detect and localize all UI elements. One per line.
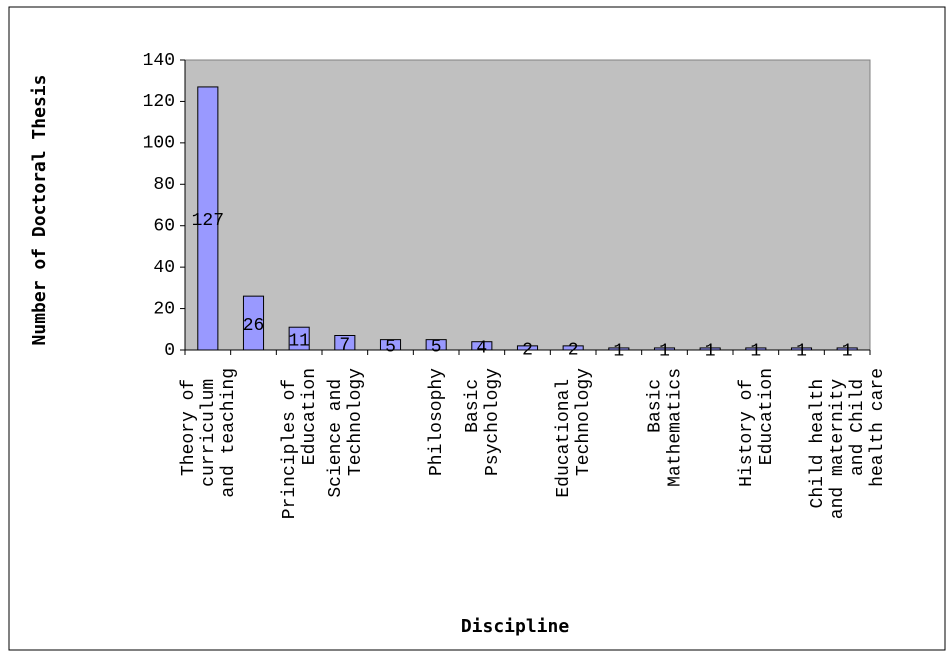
data-label: 2 bbox=[568, 341, 579, 361]
bar bbox=[745, 347, 767, 351]
bar bbox=[242, 295, 265, 351]
y-tick-label: 100 bbox=[143, 134, 175, 154]
bar bbox=[699, 347, 721, 351]
data-label: 2 bbox=[522, 341, 533, 361]
data-label: 1 bbox=[750, 342, 761, 362]
y-axis-title: Number of Doctoral Thesis bbox=[29, 75, 50, 346]
x-tick-label: Educational Technology bbox=[554, 368, 594, 498]
data-label: 127 bbox=[192, 211, 224, 231]
bar bbox=[790, 347, 813, 351]
data-label: 1 bbox=[796, 342, 807, 362]
data-label: 7 bbox=[339, 336, 350, 356]
y-tick-label: 40 bbox=[153, 258, 175, 278]
bar bbox=[197, 86, 219, 351]
bar bbox=[379, 339, 402, 351]
x-tick-label: Basic Mathematics bbox=[645, 368, 685, 487]
data-label: 1 bbox=[659, 342, 670, 362]
bar bbox=[471, 341, 493, 351]
data-label: 11 bbox=[288, 331, 310, 351]
x-tick-label: History of Education bbox=[737, 368, 777, 487]
bar bbox=[653, 347, 676, 351]
data-label: 4 bbox=[476, 339, 487, 359]
bar bbox=[608, 347, 630, 351]
bar bbox=[562, 345, 584, 351]
bar bbox=[836, 347, 858, 351]
data-label: 1 bbox=[842, 342, 853, 362]
y-tick-label: 20 bbox=[153, 299, 175, 319]
plot-area bbox=[184, 59, 871, 351]
bar bbox=[334, 335, 356, 351]
y-tick-label: 120 bbox=[143, 92, 175, 112]
data-label: 1 bbox=[613, 342, 624, 362]
y-tick-label: 0 bbox=[164, 341, 175, 361]
bar bbox=[288, 326, 310, 351]
x-axis-title: Discipline bbox=[461, 616, 570, 637]
x-tick-label: Child health and maternity and Child hea… bbox=[808, 368, 888, 519]
data-label: 5 bbox=[385, 338, 396, 358]
x-tick-label: Basic Psychology bbox=[463, 368, 503, 476]
data-label: 26 bbox=[243, 316, 265, 336]
x-tick-label: Principles of Education bbox=[280, 368, 320, 519]
y-tick-label: 60 bbox=[153, 216, 175, 236]
x-tick-label: Science and Technology bbox=[326, 368, 366, 498]
x-tick-label: Philosophy bbox=[427, 368, 447, 476]
x-tick-label: Theory of curriculum and teaching bbox=[179, 368, 239, 498]
bar bbox=[516, 345, 539, 351]
data-label: 5 bbox=[431, 338, 442, 358]
y-tick-label: 80 bbox=[153, 175, 175, 195]
y-tick-label: 140 bbox=[143, 51, 175, 71]
bar bbox=[425, 339, 447, 351]
data-label: 1 bbox=[705, 342, 716, 362]
